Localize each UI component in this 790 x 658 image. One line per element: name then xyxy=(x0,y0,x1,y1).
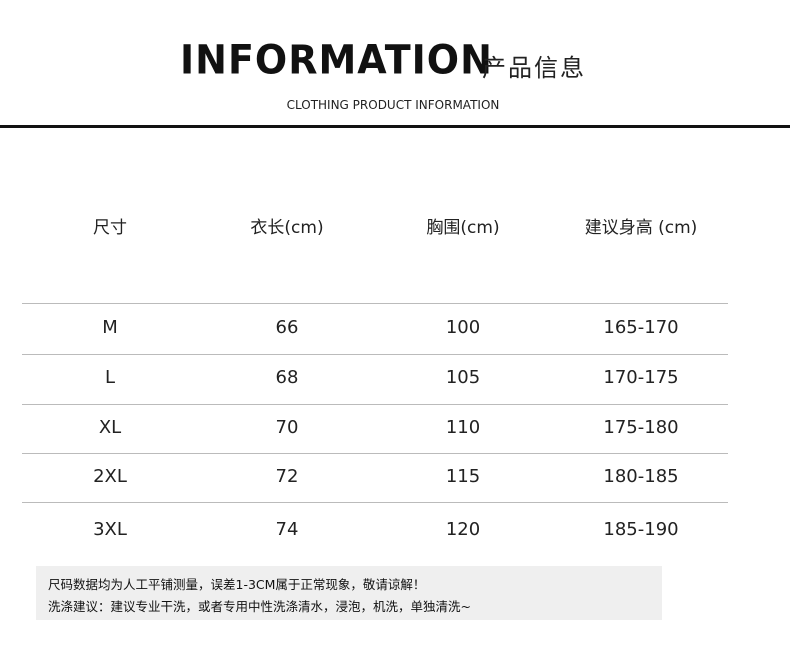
table-cell: L xyxy=(104,367,116,388)
header-divider xyxy=(0,125,790,128)
table-cell: 70 xyxy=(275,417,299,438)
row-divider xyxy=(22,303,728,304)
table-cell: 74 xyxy=(275,519,299,540)
table-cell: 2XL xyxy=(93,466,127,487)
table-cell: 120 xyxy=(445,519,481,540)
column-header: 尺寸 xyxy=(93,218,127,238)
table-cell: 165-170 xyxy=(603,317,679,338)
page-subtitle: CLOTHING PRODUCT INFORMATION xyxy=(286,98,500,112)
row-divider xyxy=(22,354,728,355)
row-divider xyxy=(22,404,728,405)
table-cell: XL xyxy=(98,417,122,438)
washing-note: 洗涤建议：建议专业干洗，或者专用中性洗涤清水，浸泡，机洗，单独清洗~ xyxy=(48,599,471,614)
subtitle-wrap: CLOTHING PRODUCT INFORMATION xyxy=(0,98,790,112)
table-cell: 68 xyxy=(275,367,299,388)
table-cell: M xyxy=(102,317,118,338)
table-cell: 180-185 xyxy=(603,466,679,487)
measurement-note: 尺码数据均为人工平铺测量，误差1-3CM属于正常现象，敬请谅解！ xyxy=(48,577,426,592)
row-divider xyxy=(22,502,728,503)
column-header: 衣长(cm) xyxy=(250,218,324,238)
table-cell: 170-175 xyxy=(603,367,679,388)
table-cell: 185-190 xyxy=(603,519,679,540)
row-divider xyxy=(22,453,728,454)
table-cell: 100 xyxy=(445,317,481,338)
page-title-cn: 产品信息 xyxy=(482,54,586,82)
table-cell: 72 xyxy=(275,466,299,487)
column-header: 胸围(cm) xyxy=(426,218,500,238)
table-cell: 110 xyxy=(445,417,481,438)
table-cell: 175-180 xyxy=(603,417,679,438)
table-cell: 66 xyxy=(275,317,299,338)
table-cell: 105 xyxy=(445,367,481,388)
table-cell: 115 xyxy=(445,466,481,487)
table-cell: 3XL xyxy=(93,519,127,540)
page-title: INFORMATION xyxy=(180,36,493,84)
notes-box: 尺码数据均为人工平铺测量，误差1-3CM属于正常现象，敬请谅解！ 洗涤建议：建议… xyxy=(36,566,662,620)
column-header: 建议身高 (cm) xyxy=(584,218,698,238)
